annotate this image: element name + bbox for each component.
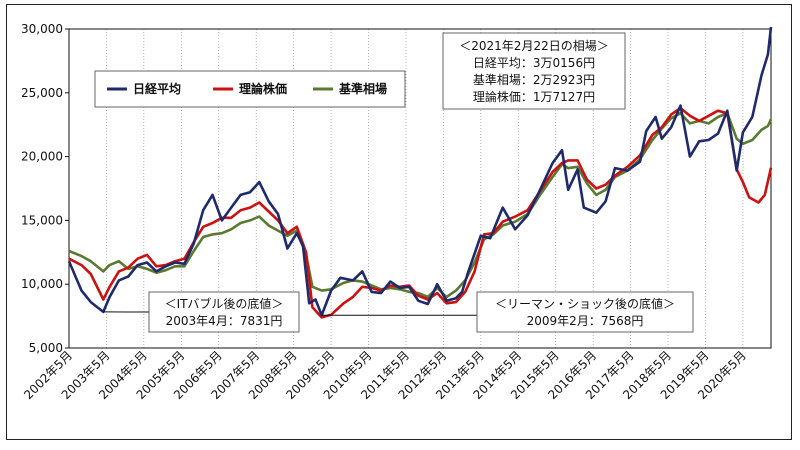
y-tick-label: 30,000 bbox=[21, 22, 63, 36]
annotation-latest-nikkei: 日経平均：3万0156円 bbox=[473, 56, 595, 70]
annotation-latest-box bbox=[442, 32, 626, 110]
series-line-base bbox=[68, 111, 773, 299]
chart-frame: 5,000 10,000 15,000 20,000 25,000 30,000 2002… bbox=[6, 4, 792, 440]
annotation-latest-base: 基準相場：2万2923円 bbox=[473, 72, 595, 87]
y-tick-label: 25,000 bbox=[21, 86, 63, 100]
annotation-it-bubble-value: 2003年4月：7831円 bbox=[166, 314, 283, 328]
legend-label-nikkei: 日経平均 bbox=[133, 81, 181, 96]
line-chart: 5,000 10,000 15,000 20,000 25,000 30,000 2002… bbox=[21, 22, 773, 402]
annotation-lehman-title: ＜リーマン・ショック後の底値＞ bbox=[495, 296, 675, 311]
plot-area bbox=[68, 28, 772, 349]
grid bbox=[68, 29, 744, 348]
legend: 日経平均 理論株価 基準相場 bbox=[94, 70, 406, 108]
series-line-theory bbox=[68, 106, 773, 319]
annotation-latest-theory: 理論株価：1万7127円 bbox=[473, 89, 595, 104]
annotation-lehman-value: 2009年2月：7568円 bbox=[527, 314, 644, 328]
y-tick-label: 5,000 bbox=[29, 341, 63, 355]
series-group bbox=[67, 26, 773, 319]
legend-label-theory: 理論株価 bbox=[239, 81, 287, 96]
y-tick-label: 20,000 bbox=[21, 150, 63, 164]
annotation-lehman: ＜リーマン・ショック後の底値＞ 2009年2月：7568円 bbox=[321, 291, 694, 333]
annotation-latest-title: ＜2021年2月22日の相場＞ bbox=[459, 39, 608, 53]
annotation-latest: ＜2021年2月22日の相場＞ 日経平均：3万0156円 基準相場：2万2923… bbox=[442, 32, 626, 110]
legend-box bbox=[94, 70, 406, 108]
annotation-it-bubble-box bbox=[148, 291, 300, 333]
legend-label-base: 基準相場 bbox=[338, 81, 387, 96]
annotation-it-bubble: ＜ITバブル後の底値＞ 2003年4月：7831円 bbox=[103, 291, 300, 333]
annotation-it-bubble-title: ＜ITバブル後の底値＞ bbox=[165, 296, 284, 311]
x-axis: 2002年5月2003年5月2004年5月2005年5月2006年5月2007年… bbox=[21, 348, 749, 402]
series-line-nikkei bbox=[67, 26, 773, 317]
annotation-lehman-box bbox=[476, 291, 694, 333]
y-tick-label: 15,000 bbox=[21, 213, 63, 227]
y-axis: 5,000 10,000 15,000 20,000 25,000 30,000 bbox=[21, 22, 69, 355]
y-tick-label: 10,000 bbox=[21, 277, 63, 291]
